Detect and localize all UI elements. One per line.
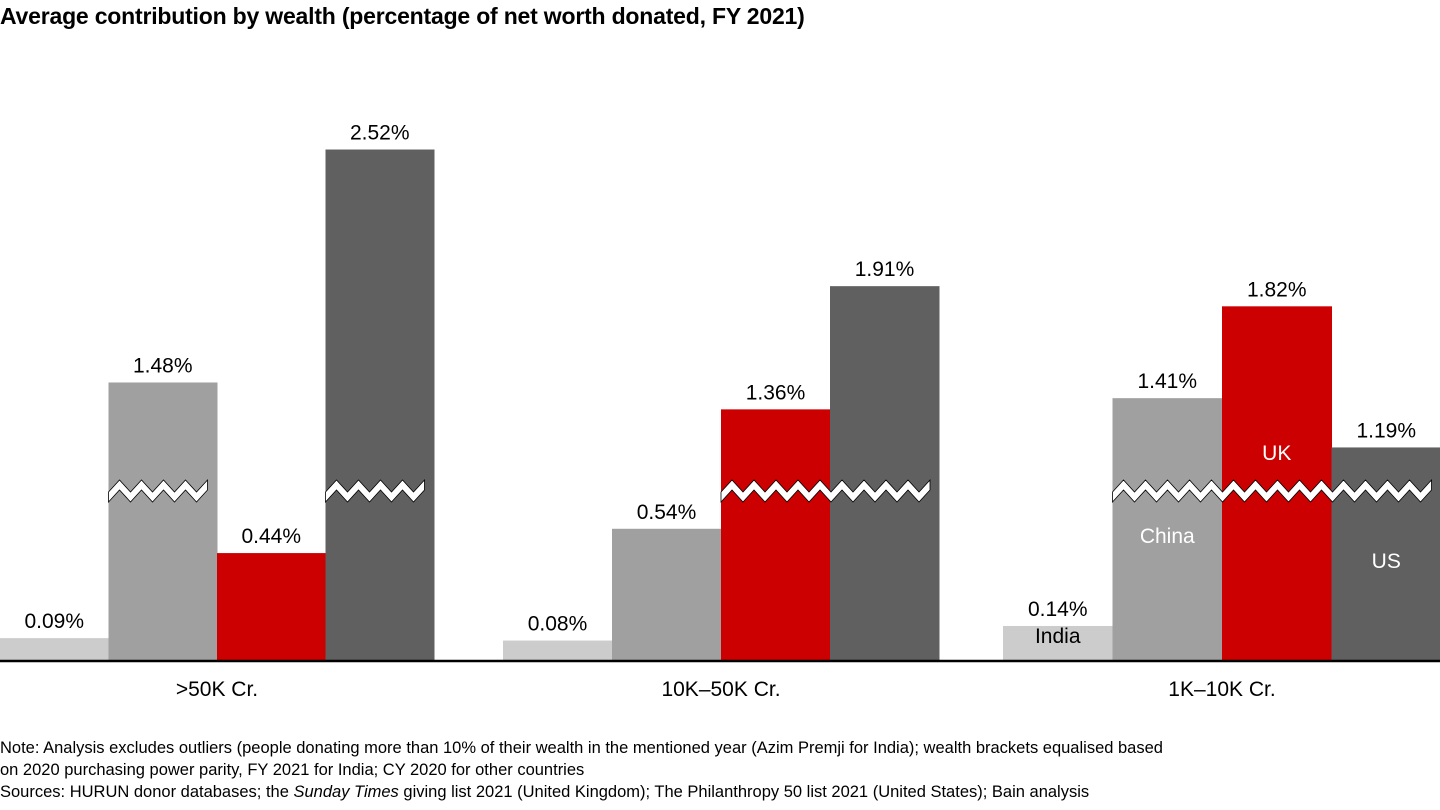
bar-uk: [721, 409, 831, 660]
category-label: 10K–50K Cr.: [661, 678, 780, 701]
category-label: >50K Cr.: [176, 678, 258, 701]
series-label-uk: UK: [1262, 442, 1291, 465]
data-label: 1.36%: [746, 381, 806, 404]
bar-uk: [217, 553, 326, 660]
note-line-1: Note: Analysis excludes outliers (people…: [0, 739, 1163, 757]
bar-group: 0.09% 1.48% 0.44% 2.52%: [0, 122, 435, 660]
sources-line: Sources: HURUN donor databases; the Sund…: [0, 781, 1163, 803]
series-label-china: China: [1140, 525, 1195, 548]
category-label: 1K–10K Cr.: [1168, 678, 1275, 701]
chart-title: Average contribution by wealth (percenta…: [0, 3, 805, 29]
note-line-2: on 2020 purchasing power parity, FY 2021…: [0, 761, 585, 779]
data-label: 1.19%: [1356, 419, 1416, 442]
footnotes: Note: Analysis excludes outliers (people…: [0, 737, 1163, 803]
data-label: 1.82%: [1247, 278, 1307, 301]
data-label: 1.91%: [855, 258, 915, 281]
axis-break-icon: [720, 478, 931, 504]
bar-us: [830, 286, 940, 660]
data-label: 0.44%: [241, 525, 301, 548]
bar-chart: 0.09% 1.48% 0.44% 2.52% >50K Cr. 0.08% 0.54% 1.…: [0, 122, 1440, 701]
bar-china: [1112, 398, 1223, 660]
data-label: 0.09%: [24, 610, 84, 633]
bar-china: [612, 528, 722, 660]
bar-india: [503, 640, 613, 660]
data-label: 0.54%: [637, 501, 697, 524]
bar-india: [1003, 625, 1113, 660]
data-label: 1.41%: [1137, 370, 1197, 393]
sources-italic: Sunday Times: [293, 783, 399, 801]
series-label-us: US: [1372, 550, 1401, 573]
bar-india: [0, 638, 109, 660]
axis-break-icon: [108, 478, 208, 504]
axis-break-icon: [325, 478, 425, 504]
bar-group: 0.14% 1.41% 1.82% 1.19%: [1003, 278, 1440, 660]
data-label: 2.52%: [350, 122, 410, 145]
bar-china: [108, 382, 218, 660]
sources-suffix: giving list 2021 (United Kingdom); The P…: [398, 783, 1090, 801]
data-label: 0.14%: [1028, 598, 1088, 621]
data-label: 0.08%: [528, 613, 588, 636]
series-label-india: India: [1035, 625, 1081, 648]
axis-break-icon: [1112, 478, 1432, 504]
bar-us: [325, 149, 435, 660]
bar-group: 0.08% 0.54% 1.36% 1.91%: [503, 258, 940, 660]
data-label: 1.48%: [133, 354, 193, 377]
sources-prefix: Sources: HURUN donor databases; the: [0, 783, 294, 801]
